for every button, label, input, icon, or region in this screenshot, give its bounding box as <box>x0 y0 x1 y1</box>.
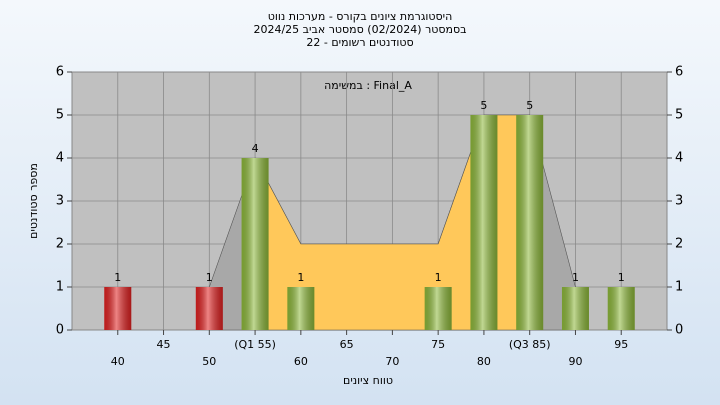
annotation: במשימה : Final_A <box>324 79 412 92</box>
bar-shine <box>470 115 498 330</box>
y-tick-label: 3 <box>56 194 64 209</box>
x-tick-label: 80 <box>477 355 491 368</box>
x-tick-label: 60 <box>294 355 308 368</box>
x-tick-label: 65 <box>340 338 354 351</box>
x-tick-label: (Q3 85) <box>509 338 551 351</box>
y-tick-label: 5 <box>56 108 64 123</box>
x-tick-label: (Q1 55) <box>234 338 276 351</box>
y-tick-label: 2 <box>56 237 64 252</box>
data-label: 4 <box>252 142 259 155</box>
bar-shine <box>195 287 223 330</box>
x-axis-label: טווח ציונים <box>343 374 393 387</box>
y-tick-label: 1 <box>56 280 64 295</box>
bar-shine <box>104 287 132 330</box>
x-tick-label: 45 <box>157 338 171 351</box>
y-tick-label: 0 <box>56 323 64 338</box>
chart-subtitle: סטודנטים רשומים - 22 <box>306 36 413 49</box>
bar-shine <box>287 287 315 330</box>
x-tick-label: 95 <box>614 338 628 351</box>
y2-tick-label: 2 <box>675 237 683 252</box>
y2-tick-label: 1 <box>675 280 683 295</box>
data-label: 1 <box>114 271 121 284</box>
bar-shine <box>561 287 589 330</box>
chart-subtitle: בסמסטר (02/2024) סמסטר אביב 2024/25 <box>253 23 466 36</box>
bar-shine <box>516 115 544 330</box>
x-tick-label: 75 <box>431 338 445 351</box>
data-label: 1 <box>297 271 304 284</box>
x-tick-label: 40 <box>111 355 125 368</box>
data-label: 5 <box>480 99 487 112</box>
x-tick-label: 50 <box>202 355 216 368</box>
x-tick-label: 70 <box>385 355 399 368</box>
bar-shine <box>241 158 269 330</box>
y-tick-label: 6 <box>56 65 64 80</box>
y-axis-label: מספר סטודנטים <box>27 163 40 239</box>
y2-tick-label: 6 <box>675 65 683 80</box>
data-label: 5 <box>526 99 533 112</box>
y2-tick-label: 5 <box>675 108 683 123</box>
data-label: 1 <box>572 271 579 284</box>
chart-title: היסטוגרמת ציונים בקורס - מערכות נווט <box>268 10 453 23</box>
y2-tick-label: 3 <box>675 194 683 209</box>
bar-shine <box>607 287 635 330</box>
data-label: 1 <box>206 271 213 284</box>
data-label: 1 <box>618 271 625 284</box>
y-tick-label: 4 <box>56 151 64 166</box>
data-label: 1 <box>435 271 442 284</box>
x-tick-label: 90 <box>568 355 582 368</box>
bar-shine <box>424 287 452 330</box>
y2-tick-label: 0 <box>675 323 683 338</box>
y2-tick-label: 4 <box>675 151 683 166</box>
